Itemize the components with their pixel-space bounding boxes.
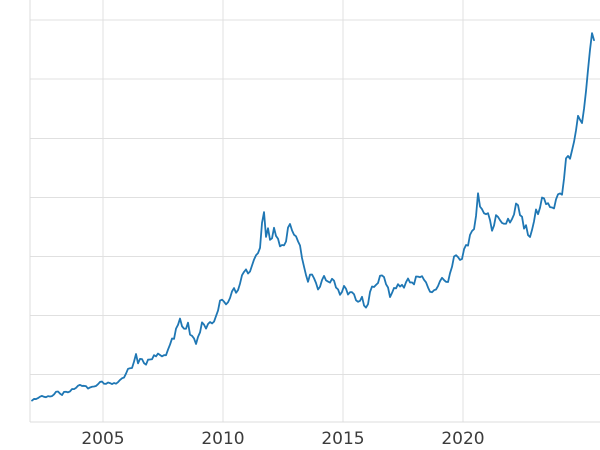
x-tick-label: 2010 [201, 429, 244, 449]
axis-spines [29, 0, 600, 423]
x-tick-label: 2005 [81, 429, 124, 449]
x-tick-label: 2015 [321, 429, 364, 449]
x-axis-tick-labels: 2005 2010 2015 2020 [81, 429, 484, 449]
x-tick-label: 2020 [441, 429, 484, 449]
line-series [31, 32, 595, 402]
gridlines [30, 0, 600, 422]
price-series-line [31, 32, 595, 402]
